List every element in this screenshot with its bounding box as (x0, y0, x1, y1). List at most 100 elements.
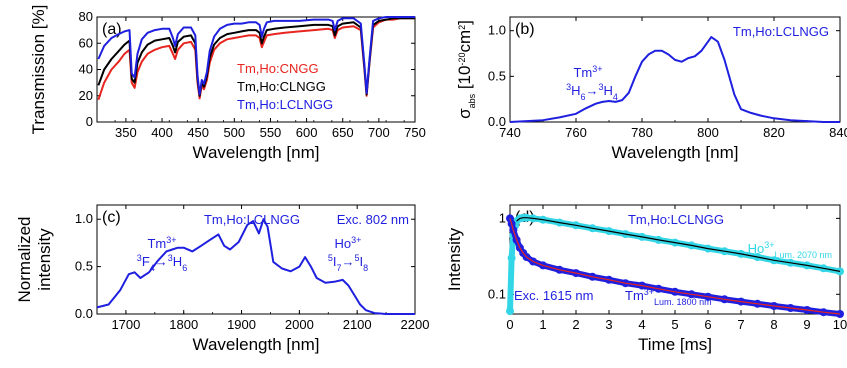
series-line-1 (97, 17, 415, 97)
annotation-ho-ion-part: 3+ (351, 235, 361, 245)
annotation-ho-lum-part: Lum. 2070 nm (774, 250, 832, 260)
y-axis-label-part: 2 (457, 25, 467, 30)
annotation-ion-part: Tm (573, 65, 592, 80)
x-tick-label: 9 (803, 317, 810, 332)
annotation-transition-part: H (604, 83, 613, 98)
plot-frame (96, 204, 416, 315)
annotation-ho-lum-part: Ho (748, 241, 765, 256)
annotation-tm-transition-part: 6 (182, 263, 187, 273)
panel-label: (a) (102, 21, 122, 38)
series-line-0 (509, 36, 840, 123)
annotation-tm-lum-part: 3+ (644, 287, 654, 297)
annotation-ho-transition-part: 5 (355, 253, 360, 263)
annotation-tm-transition-part: 3 (168, 253, 173, 263)
annotation-tm-transition-part: F (142, 254, 150, 269)
y-axis-label: σabs [10-20cm2] (455, 20, 477, 119)
y-axis-label-part: σ (455, 108, 474, 119)
legend-entry: Tm,Ho:LCLNGG (733, 24, 829, 39)
x-tick-label: 760 (565, 125, 587, 140)
x-tick-label: 450 (187, 125, 209, 140)
y-tick-label: 80 (79, 9, 93, 24)
annotation-tm-ion: Tm3+ (147, 235, 176, 251)
legend-entry: Tm,Ho:CLNGG (237, 79, 326, 94)
x-tick-label: 800 (697, 125, 719, 140)
legend-entry: Tm,Ho:LCLNGG (237, 97, 333, 112)
x-tick-label: 780 (631, 125, 653, 140)
annotation-transition-part: → (586, 83, 599, 98)
annotation-ho-transition-part: 8 (363, 263, 368, 273)
x-tick-label: 2100 (343, 317, 372, 332)
excitation-label: Exc. 802 nm (337, 212, 409, 227)
series-line-0 (97, 17, 415, 101)
annotation-tm-transition-part: → (155, 254, 168, 269)
x-axis-label: Wavelength [nm] (193, 335, 320, 354)
annotation-tm-lum-part: Tm (625, 288, 644, 303)
y-tick-label: 20 (79, 88, 93, 103)
y-tick-label: 60 (79, 35, 93, 50)
y-tick-label: 0 (86, 114, 93, 129)
x-tick-label: 650 (332, 125, 354, 140)
y-tick-label: 1.0 (488, 23, 506, 38)
y-tick-label: 0.1 (488, 286, 506, 301)
y-tick-label: 1 (499, 210, 506, 225)
x-tick-label: 700 (368, 125, 390, 140)
excitation-label: Exc. 1615 nm (514, 288, 594, 303)
annotation-transition-part: 3 (566, 82, 571, 92)
annotation-ho-transition-part: → (342, 254, 355, 269)
annotation-ho-transition-part: I (360, 254, 364, 269)
tm-fit-line (509, 218, 841, 315)
y-tick-label: 0.0 (75, 306, 93, 321)
panel-a: 350 400 450 500 550 600 650 700 750 0 20 40 60 80 (a) W… (29, 5, 426, 162)
y-axis-label-part: -20 (457, 53, 467, 66)
y-tick-label: 40 (79, 62, 93, 77)
y-axis-label-line1: Normalized (15, 217, 34, 303)
annotation-transition-part: 6 (580, 92, 585, 102)
x-axis-label: Wavelength [nm] (612, 143, 739, 162)
x-tick-label: 4 (638, 317, 645, 332)
x-tick-label: 840 (829, 125, 847, 140)
annotation-tm-transition: 3F4→3H6 (137, 253, 187, 273)
annotation-tm-lum-part: Lum. 1800 nm (654, 297, 712, 307)
x-tick-label: 8 (770, 317, 777, 332)
annotation-transition-part: 3 (599, 82, 604, 92)
panel-label: (c) (102, 209, 121, 226)
x-tick-label: 550 (260, 125, 282, 140)
annotation-ho-transition: 5I7→5I8 (328, 253, 368, 273)
x-axis-label: Wavelength [nm] (193, 143, 320, 162)
x-tick-label: 1700 (111, 317, 140, 332)
annotation-ho-ion: Ho3+ (335, 235, 362, 251)
annotation-tm-ion-part: 3+ (166, 235, 176, 245)
x-tick-label: 820 (763, 125, 785, 140)
x-tick-label: 2200 (401, 317, 430, 332)
annotation-ho-lum: Ho3+Lum. 2070 nm (748, 240, 832, 260)
series-line-2 (97, 16, 415, 96)
legend-entry: Tm,Ho:LCLNGG (204, 212, 300, 227)
y-tick-label: 1.0 (75, 211, 93, 226)
y-axis-label-line2: intensity (35, 228, 54, 291)
annotation-ion-part: 3+ (592, 64, 602, 74)
panel-c: 1700 1800 1900 2000 2100 2200 0.0 0.5 1.0 (c) Wave… (15, 204, 430, 354)
ho-fit-line (516, 217, 841, 272)
x-axis-label: Time [ms] (638, 335, 712, 354)
series-line-0 (96, 218, 415, 315)
annotation-transition: 3H6→3H4 (566, 82, 618, 102)
x-tick-label: 500 (223, 125, 245, 140)
y-tick-label: 0.5 (75, 259, 93, 274)
y-axis-label: Transmission [%] (29, 5, 48, 135)
x-tick-label: 10 (833, 317, 847, 332)
annotation-ho-lum-part: 3+ (764, 240, 774, 250)
x-tick-label: 5 (671, 317, 678, 332)
y-tick-label: 0.0 (488, 114, 506, 129)
y-axis-label-part: [10 (455, 66, 474, 94)
x-tick-label: 0 (506, 317, 513, 332)
annotation-tm-lum: Tm3+Lum. 1800 nm (625, 287, 712, 307)
y-axis-label-part: ] (455, 20, 474, 25)
x-tick-label: 1 (539, 317, 546, 332)
y-axis-label-part: cm (455, 30, 474, 53)
x-tick-label: 350 (115, 125, 137, 140)
x-tick-label: 400 (151, 125, 173, 140)
annotation-tm-transition-part: H (173, 254, 182, 269)
x-tick-label: 1900 (227, 317, 256, 332)
